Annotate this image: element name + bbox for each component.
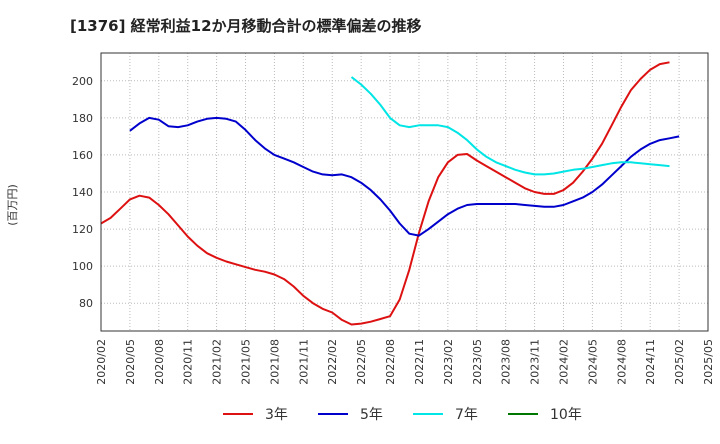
x-tick-label: 2020/02: [95, 339, 108, 385]
chart-title: [1376] 経常利益12か月移動合計の標準偏差の推移: [70, 17, 422, 35]
x-tick-label: 2024/08: [615, 339, 628, 385]
y-tick-label: 140: [72, 186, 93, 199]
x-tick-label: 2020/08: [153, 339, 166, 385]
series-line-3年: [100, 61, 670, 326]
x-tick-label: 2022/08: [384, 339, 397, 385]
legend-label: 5年: [360, 407, 383, 423]
x-tick-label: 2022/11: [413, 339, 426, 385]
x-tick-label: 2021/05: [240, 339, 253, 385]
x-tick-label: 2020/05: [124, 339, 137, 385]
grid-lines: [100, 53, 709, 331]
x-tick-label: 2020/11: [182, 339, 195, 385]
x-tick-label: 2023/05: [471, 339, 484, 385]
y-tick-label: 100: [72, 260, 93, 273]
y-tick-label: 200: [72, 75, 93, 88]
legend-label: 3年: [265, 407, 288, 423]
x-tick-labels: 2020/02 2020/05 2020/08 2020/11 2021/02 2021/…: [95, 339, 715, 385]
series-line-5年: [129, 116, 680, 237]
legend-label: 7年: [455, 407, 478, 423]
y-tick-label: 160: [72, 149, 93, 162]
y-tick-label: 120: [72, 223, 93, 236]
x-tick-label: 2023/08: [500, 339, 513, 385]
x-tick-label: 2021/11: [297, 339, 310, 385]
y-tick-labels: 80 100 120 140 160 180 200: [72, 75, 93, 310]
x-tick-label: 2023/02: [442, 339, 455, 385]
series-lines: [100, 61, 680, 326]
y-tick-label: 180: [72, 112, 93, 125]
legend: 3年 5年 7年 10年: [223, 407, 582, 423]
x-tick-label: 2021/02: [211, 339, 224, 385]
x-tick-label: 2024/05: [586, 339, 599, 385]
x-tick-label: 2025/02: [673, 339, 686, 385]
x-tick-label: 2022/05: [355, 339, 368, 385]
x-tick-label: 2023/11: [529, 339, 542, 385]
x-tick-label: 2025/05: [702, 339, 715, 385]
y-tick-label: 80: [79, 297, 93, 310]
x-tick-label: 2024/02: [557, 339, 570, 385]
x-tick-label: 2021/08: [268, 339, 281, 385]
x-tick-label: 2024/11: [644, 339, 657, 385]
legend-label: 10年: [550, 407, 582, 423]
x-tick-label: 2022/02: [326, 339, 339, 385]
y-axis-label: (百万円): [6, 184, 19, 226]
plot-frame: [100, 52, 709, 332]
series-line-7年: [350, 76, 670, 176]
